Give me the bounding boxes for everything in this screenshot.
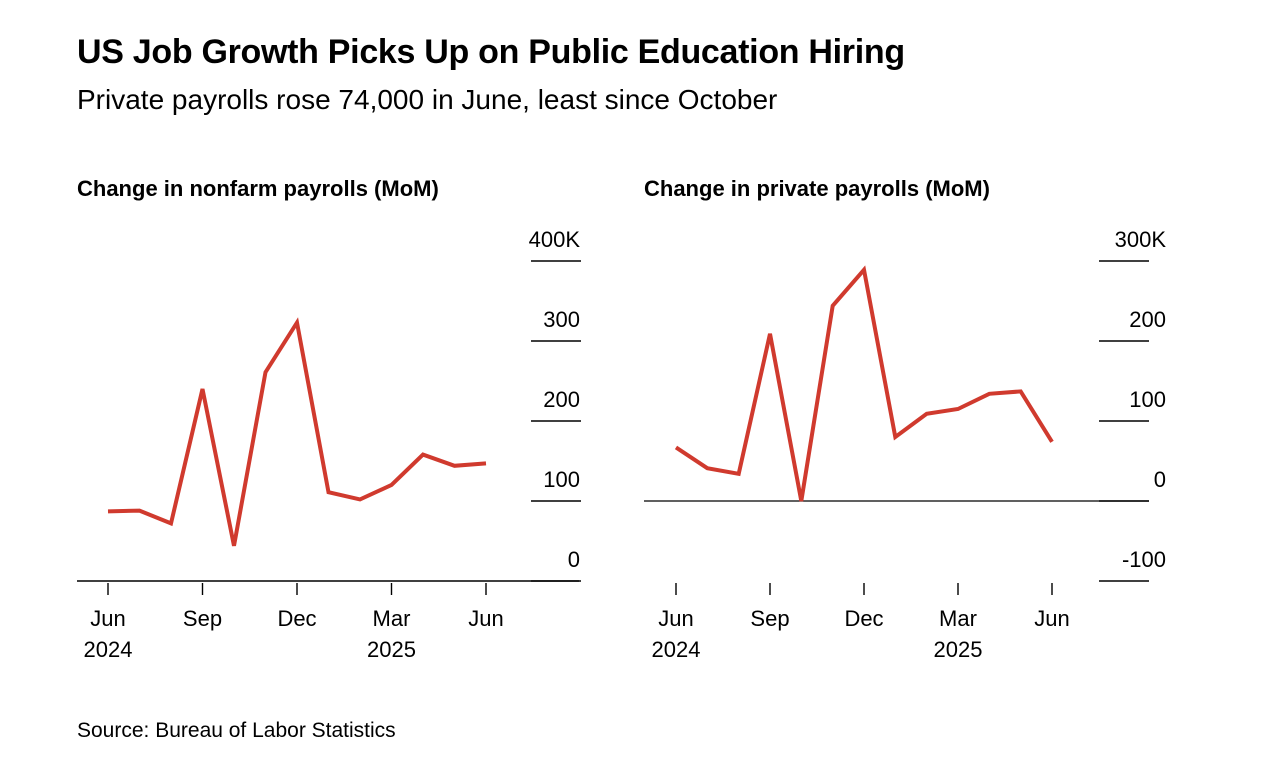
x-tick-label: Jun [658,606,693,631]
nonfarm-payrolls-chart: Change in nonfarm payrolls (MoM) 0 100 200 3… [77,176,581,662]
x-tick-year-label: 2025 [934,637,983,662]
x-tick-year-label: 2024 [84,637,133,662]
x-tick-label: Jun [1034,606,1069,631]
x-tick-label: Dec [277,606,316,631]
x-tick-label: Sep [183,606,222,631]
x-tick-year-label: 2024 [652,637,701,662]
private-payrolls-chart: Change in private payrolls (MoM) -100 0 100… [644,176,1167,662]
chart-title: Change in nonfarm payrolls (MoM) [77,176,439,201]
x-tick-label: Mar [939,606,977,631]
y-tick-label: 0 [568,547,580,572]
x-tick-year-label: 2025 [367,637,416,662]
x-tick-label: Dec [844,606,883,631]
series-line [674,265,1054,502]
x-tick-label: Jun [468,606,503,631]
page-title: US Job Growth Picks Up on Public Educati… [77,33,905,71]
y-tick-label: 0 [1154,467,1166,492]
y-tick-label: 100 [1129,387,1166,412]
y-tick-label: -100 [1122,547,1166,572]
chart-title: Change in private payrolls (MoM) [644,176,990,201]
y-tick-label: 400K [529,227,581,252]
y-tick-label: 200 [543,387,580,412]
x-tick-label: Mar [373,606,411,631]
source-note: Source: Bureau of Labor Statistics [77,719,396,742]
y-tick-label: 300K [1115,227,1167,252]
y-tick-label: 100 [543,467,580,492]
page-subtitle: Private payrolls rose 74,000 in June, le… [77,84,778,115]
y-tick-label: 200 [1129,307,1166,332]
series-line [107,317,487,547]
x-tick-label: Sep [750,606,789,631]
y-tick-label: 300 [543,307,580,332]
x-tick-label: Jun [90,606,125,631]
